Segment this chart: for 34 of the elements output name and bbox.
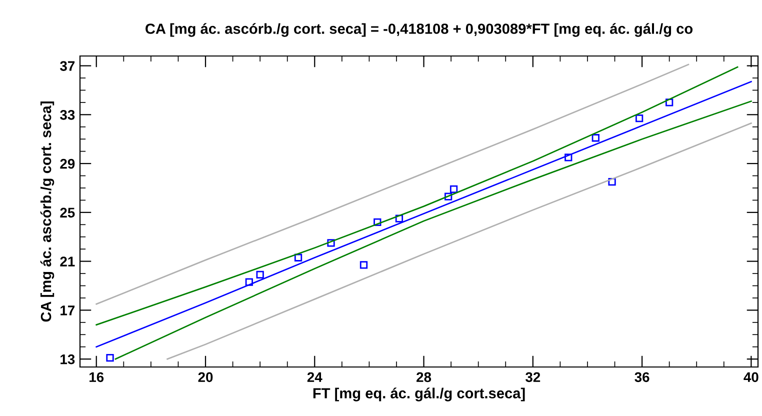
point xyxy=(327,239,335,247)
x-tick-label: 20 xyxy=(198,372,213,382)
point xyxy=(666,98,674,106)
point xyxy=(374,218,382,226)
line-series xyxy=(166,122,752,360)
x-tick-label: 24 xyxy=(307,372,322,382)
point xyxy=(360,261,368,269)
point xyxy=(592,134,600,142)
y-tick-label: 29 xyxy=(60,158,75,169)
x-tick-label: 28 xyxy=(416,372,432,382)
y-tick-label: 25 xyxy=(60,208,75,218)
y-tick-label: 21 xyxy=(60,256,75,266)
point xyxy=(294,254,302,262)
chart-title: CA [mg ác. ascórb./g cort. seca] = -0,418108 + 0,903089*FT [mg eq. ác. gál./g co xyxy=(146,23,693,37)
point xyxy=(395,214,404,222)
point xyxy=(106,354,114,362)
point xyxy=(245,278,253,286)
x-tick-label: 40 xyxy=(744,372,758,382)
y-tick-label: 17 xyxy=(60,306,75,316)
x-tick-label: 32 xyxy=(526,372,540,382)
point xyxy=(444,192,452,200)
point xyxy=(450,185,458,194)
x-tick-label: 16 xyxy=(90,372,104,382)
point xyxy=(635,114,644,122)
y-tick-label: 33 xyxy=(60,110,75,120)
x-axis-title: FT [mg eq. ác. gál./g cort.seca] xyxy=(313,388,525,402)
y-tick-label: 13 xyxy=(60,354,75,364)
point xyxy=(608,178,616,186)
point xyxy=(256,270,264,279)
line-series xyxy=(96,64,690,305)
y-axis-title: CA [mg ác. ascórb./g cort. seca] xyxy=(40,102,54,322)
point xyxy=(564,154,572,162)
x-tick-label: 36 xyxy=(634,372,650,382)
y-tick-label: 37 xyxy=(60,61,75,71)
